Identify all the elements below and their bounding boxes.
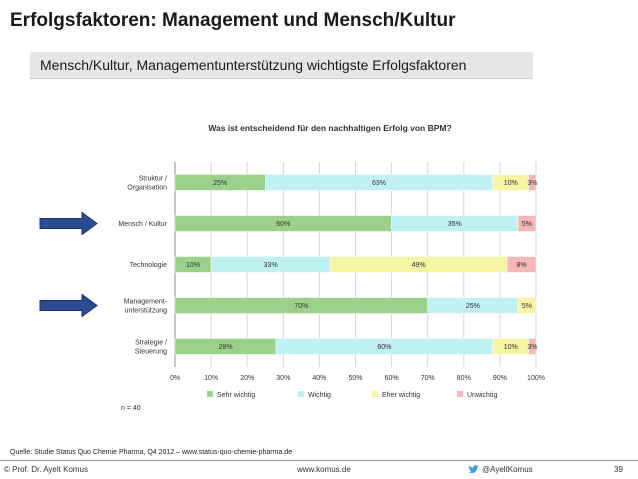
legend-item: Unwichtig <box>457 391 497 399</box>
page-number: 39 <box>614 465 623 474</box>
footer-twitter[interactable]: @AyeltKomus <box>468 465 533 474</box>
x-tick-label: 70% <box>421 375 435 382</box>
bar-value-label: 10% <box>504 180 518 187</box>
stacked-bar-chart: Was ist entscheidend für den nachhaltige… <box>39 123 545 412</box>
highlight-arrow <box>39 293 98 318</box>
bar-value-label: 60% <box>377 344 391 351</box>
legend-swatch <box>372 391 378 397</box>
source-note: Quelle: Studie Status Quo Chemie Pharma,… <box>10 449 293 456</box>
legend-item: Sehr wichtig <box>207 391 255 399</box>
x-tick-label: 20% <box>240 375 254 382</box>
category-label: Technologie <box>130 262 167 269</box>
bars-layer: 25% 63% 10% 3% 60% 35% 5% 10% 33% 49% 8% 70% 25% 5% 28… <box>174 174 537 355</box>
slide-title: Erfolgsfaktoren: Management und Mensch/K… <box>10 10 456 31</box>
footer-website[interactable]: www.komus.de <box>297 465 351 474</box>
twitter-handle: @AyeltKomus <box>482 465 533 474</box>
twitter-bird-icon <box>468 465 479 474</box>
footer-author: © Prof. Dr. Ayelt Komus <box>4 465 88 474</box>
x-tick-label: 30% <box>276 375 290 382</box>
x-tick-label: 60% <box>385 375 399 382</box>
bar-value-label: 33% <box>264 262 278 269</box>
highlight-arrows <box>39 211 98 318</box>
bar-value-label: 49% <box>412 262 426 269</box>
x-tick-label: 80% <box>457 375 471 382</box>
bar-value-label: 60% <box>276 221 290 228</box>
category-labels: Struktur / Organisation Mensch / Kultur Tec… <box>118 176 167 356</box>
subtitle-text: Mensch/Kultur, Managementunterstützung w… <box>40 57 467 73</box>
bar-value-label: 5% <box>522 221 532 228</box>
bar-value-label: 8% <box>516 262 526 269</box>
bar-segment <box>528 338 537 355</box>
category-label: Strategie / Steuerung <box>135 340 167 356</box>
legend-item: Wichtig <box>298 391 331 399</box>
bar-segment <box>506 256 537 273</box>
category-label: Mensch / Kultur <box>118 221 167 228</box>
legend-swatch <box>298 391 304 397</box>
legend-label: Unwichtig <box>467 392 497 399</box>
bar-value-label: 10% <box>504 344 518 351</box>
bar-value-label: 5% <box>522 303 532 310</box>
legend-item: Eher wichtig <box>372 391 420 399</box>
subtitle-banner: Mensch/Kultur, Managementunterstützung w… <box>30 52 533 79</box>
bar-value-label: 63% <box>372 180 386 187</box>
bar-value-label: 10% <box>186 262 200 269</box>
legend-label: Eher wichtig <box>382 392 420 399</box>
x-tick-label: 100% <box>527 375 545 382</box>
x-tick-label: 50% <box>348 375 362 382</box>
legend-label: Wichtig <box>308 392 331 399</box>
sample-size-note: n = 40 <box>121 405 141 412</box>
chart-title: Was ist entscheidend für den nachhaltige… <box>208 123 451 133</box>
legend-label: Sehr wichtig <box>217 392 255 399</box>
bar-segment <box>517 297 537 314</box>
bar-value-label: 25% <box>213 180 227 187</box>
x-axis-ticks: 0% 10% 20% 30% 40% 50% 60% 70% 80% 90% 100% <box>170 375 545 382</box>
bar-value-label: 25% <box>466 303 480 310</box>
bar-value-label: 3% <box>527 344 537 351</box>
bar-value-label: 35% <box>448 221 462 228</box>
x-tick-label: 10% <box>204 375 218 382</box>
x-tick-label: 0% <box>170 375 180 382</box>
bar-value-label: 70% <box>294 303 308 310</box>
category-label: Struktur / Organisation <box>127 176 167 192</box>
category-label: Management-unterstützung <box>124 299 168 315</box>
legend-swatch <box>457 391 463 397</box>
legend-swatch <box>207 391 213 397</box>
footer-divider <box>0 460 638 461</box>
bar-value-label: 28% <box>219 344 233 351</box>
x-tick-label: 40% <box>312 375 326 382</box>
highlight-arrow <box>39 211 98 236</box>
bar-value-label: 3% <box>527 180 537 187</box>
bar-segment <box>528 174 537 191</box>
x-tick-label: 90% <box>493 375 507 382</box>
legend: Sehr wichtig Wichtig Eher wichtig Unwichtig <box>207 391 497 399</box>
bar-segment <box>517 215 537 232</box>
